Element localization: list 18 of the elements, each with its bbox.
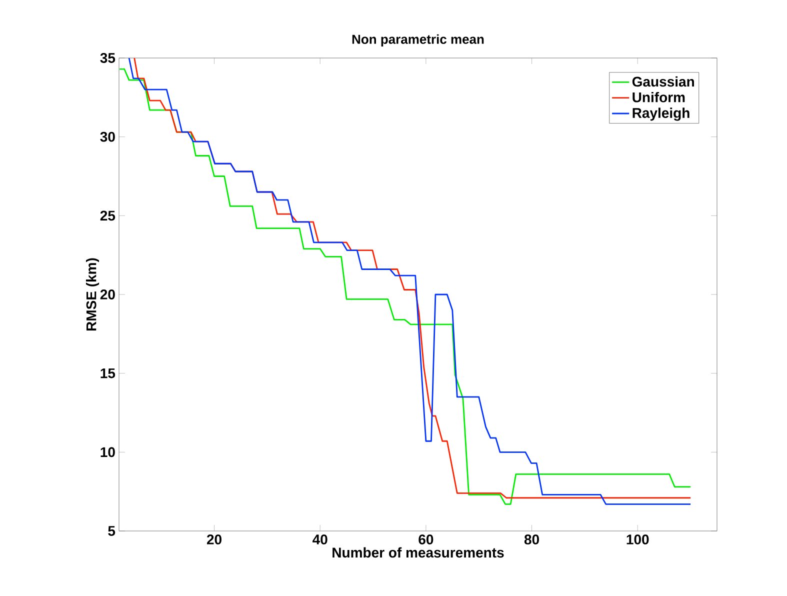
x-tick-label: 60	[418, 534, 434, 544]
y-tick-label: 25	[100, 210, 116, 221]
y-tick-label: 35	[100, 53, 116, 63]
y-tick-label: 20	[100, 290, 115, 300]
y-axis-title: RMSE (km)	[86, 258, 100, 330]
legend-label: Gaussian	[632, 76, 694, 87]
y-tick-label: 15	[100, 368, 116, 378]
y-tick-label: 10	[100, 447, 115, 458]
x-tick-label: 80	[524, 534, 539, 544]
x-tick-label: 100	[626, 534, 649, 544]
x-tick-label: 20	[206, 534, 222, 544]
x-tick-label: 40	[312, 534, 328, 544]
y-tick-label: 30	[100, 132, 115, 142]
legend-label: Uniform	[632, 92, 685, 102]
chart-title: Non parametric mean	[352, 34, 484, 46]
x-axis-title: Number of measurements	[332, 547, 504, 558]
legend-label: Rayleigh	[632, 108, 690, 121]
y-tick-label: 5	[108, 526, 116, 536]
